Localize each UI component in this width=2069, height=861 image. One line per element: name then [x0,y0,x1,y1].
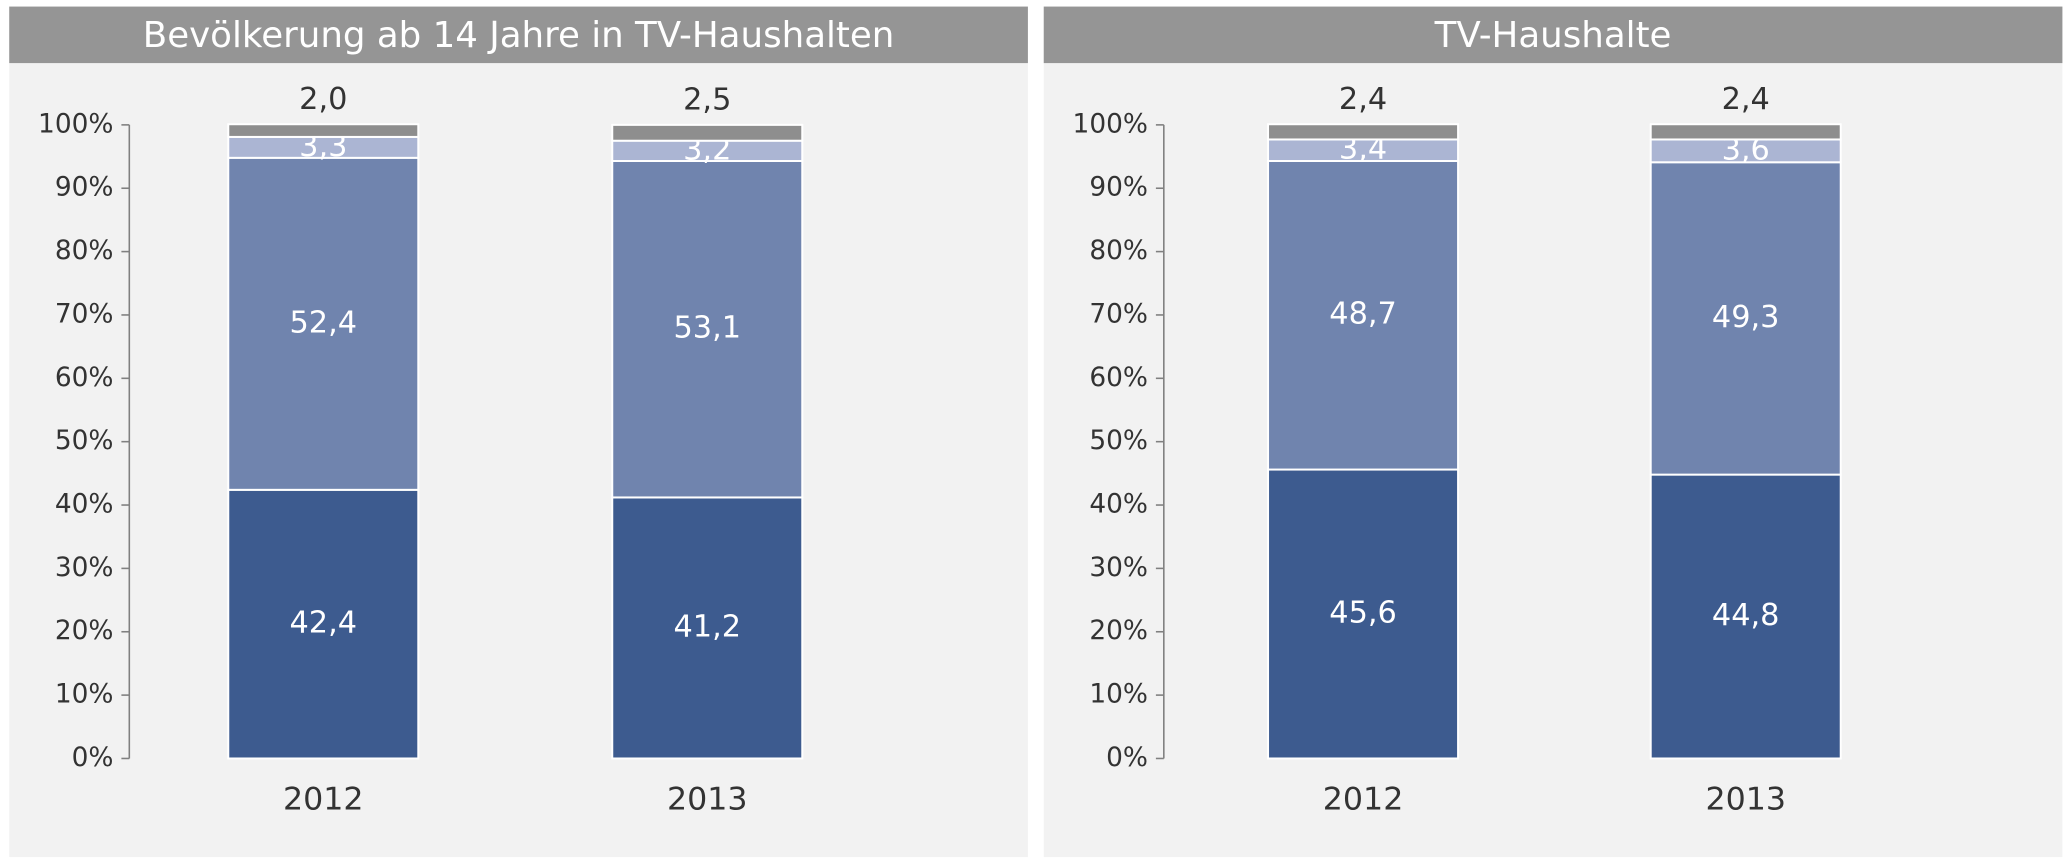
value-label: 52,4 [289,305,357,340]
y-tick-label: 30% [1089,553,1148,583]
y-tick-label: 20% [55,616,114,646]
y-tick-label: 60% [1089,363,1148,393]
x-tick-label: 2013 [1705,782,1786,818]
x-tick-label: 2013 [667,782,748,818]
value-label: 53,1 [673,311,741,346]
y-tick-label: 50% [55,426,114,456]
y-tick-label: 100% [38,109,113,139]
y-tick-label: 80% [1089,236,1148,266]
bar-segment [1649,161,1842,476]
bar-segment [611,496,804,760]
value-label: 2,4 [1722,82,1770,117]
value-label: 2,0 [299,82,347,117]
y-tick-label: 0% [1106,743,1148,773]
y-tick-label: 100% [1073,109,1148,139]
y-tick-label: 90% [1089,173,1148,203]
title-bar [1043,6,2063,64]
bar-segment [611,123,804,142]
y-tick-label: 0% [72,743,114,773]
bar-segment [1649,123,1842,141]
y-tick-label: 70% [1089,299,1148,329]
value-label: 45,6 [1329,596,1397,631]
value-label: 48,7 [1329,297,1397,332]
bar-segment [1267,160,1460,471]
y-tick-label: 10% [1089,680,1148,710]
y-tick-label: 50% [1089,426,1148,456]
panel [9,6,1028,858]
x-tick-label: 2012 [283,782,364,818]
y-tick-label: 40% [1089,490,1148,520]
value-label: 2,4 [1339,82,1387,117]
value-label: 41,2 [673,609,741,644]
value-label: 49,3 [1712,300,1780,335]
y-tick-label: 30% [55,553,114,583]
value-label: 42,4 [289,606,357,641]
title-bar [9,6,1028,64]
y-tick-label: 10% [55,680,114,710]
panel [1043,6,2063,858]
bar-segment [227,488,420,760]
y-tick-label: 70% [55,299,114,329]
value-label: 2,5 [683,83,731,118]
y-tick-label: 90% [55,173,114,203]
chart-title: TV-Haushalte [1434,15,1672,56]
bar-segment [227,156,420,491]
y-tick-label: 20% [1089,616,1148,646]
value-label: 44,8 [1712,598,1780,633]
bar-segment [1267,468,1460,760]
x-tick-label: 2012 [1323,782,1404,818]
y-tick-label: 80% [55,236,114,266]
bar-segment [227,123,420,138]
bar-segment [1649,473,1842,760]
chart-title: Bevölkerung ab 14 Jahre in TV-Haushalten [143,15,895,56]
bar-segment [1267,123,1460,141]
y-tick-label: 60% [55,363,114,393]
y-tick-label: 40% [55,490,114,520]
